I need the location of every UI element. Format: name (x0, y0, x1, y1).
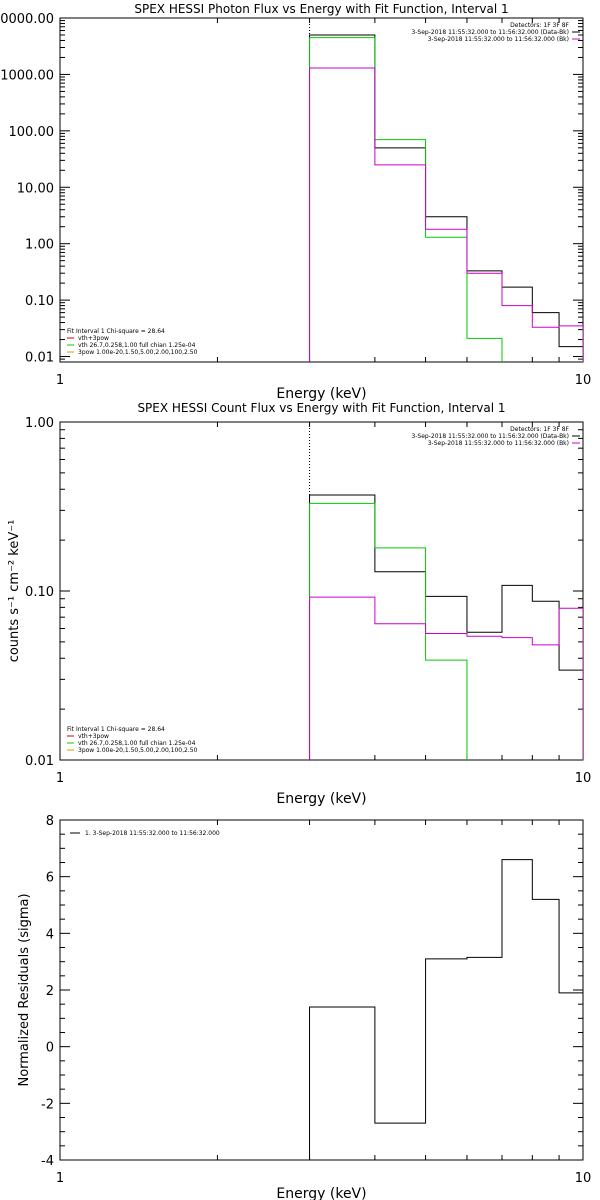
y-tick-label: 8 (46, 814, 54, 829)
legend-entry: Detectors: 1F 3F 8F (510, 426, 569, 433)
y-tick-label: 1.00 (25, 238, 54, 253)
legend-entry: Fit Interval 1 Chi-square = 28.64 (67, 726, 165, 733)
y-tick-label: -4 (41, 1154, 54, 1169)
legend-entry: vth 26.7,0.258,1.00 full chian 1.25e-04 (78, 342, 196, 349)
series-1-step-line (309, 37, 503, 362)
legend-entry: 3-Sep-2018 11:55:32.000 to 11:56:32.000 … (428, 440, 569, 447)
legend-entry: 3-Sep-2018 11:55:32.000 to 11:56:32.000 … (411, 433, 569, 440)
legend-entry: 1. 3-Sep-2018 11:55:32.000 to 11:56:32.0… (85, 830, 220, 837)
y-tick-label: 0.01 (25, 754, 54, 769)
residuals-panel: Energy (keV) Normalized Residuals (sigma)… (17, 814, 591, 1200)
series-0-step-line (309, 859, 583, 1160)
legend-entry: vth+3pow (78, 335, 109, 342)
series-0-step-line (309, 34, 583, 362)
y-tick-label: 6 (46, 871, 54, 886)
series-group (309, 422, 583, 760)
y-tick-label: 1.00 (25, 416, 54, 431)
x-axis-label: Energy (keV) (276, 1186, 366, 1200)
legend-entry: 3pow 1.00e-20,1.50,5.00,2.00,100,2.50 (78, 349, 198, 356)
x-axis-label: Energy (keV) (276, 791, 366, 807)
series-1-step-line (309, 502, 468, 760)
legend-entry: Fit Interval 1 Chi-square = 28.64 (67, 328, 165, 335)
series-0-step-line (309, 494, 583, 760)
plot-frame (59, 819, 584, 1161)
y-tick-label: 1000.00 (0, 68, 54, 83)
y-tick-label: 0.01 (25, 351, 54, 366)
legend-entry: 3-Sep-2018 11:55:32.000 to 11:56:32.000 … (428, 36, 569, 43)
x-tick-label: 1 (56, 373, 64, 388)
x-tick-label: 1 (56, 1171, 64, 1186)
y-tick-label: 2 (46, 984, 54, 999)
x-tick-label: 10 (575, 1171, 592, 1186)
y-tick-label: 4 (46, 927, 54, 942)
y-tick-label: 0.10 (25, 294, 54, 309)
y-tick-label: 0 (46, 1041, 54, 1056)
y-axis-label: counts s⁻¹ cm⁻² keV⁻¹ (7, 520, 22, 663)
legend-entry: 3pow 1.00e-20,1.50,5.00,2.00,100,2.50 (78, 747, 198, 754)
plot-frame (59, 421, 584, 761)
series-2-step-line (309, 596, 583, 760)
x-tick-label: 1 (56, 771, 64, 786)
chart-title: SPEX HESSI Count Flux vs Energy with Fit… (137, 401, 505, 415)
series-2-step-line (309, 67, 583, 362)
x-tick-label: 10 (575, 771, 592, 786)
y-tick-label: -2 (41, 1097, 54, 1112)
y-axis-label: Normalized Residuals (sigma) (17, 893, 32, 1086)
plot-frame (59, 17, 584, 363)
y-tick-label: 0.10 (25, 585, 54, 600)
x-axis-label: Energy (keV) (276, 386, 366, 402)
legend-entry: vth 26.7,0.258,1.00 full chian 1.25e-04 (78, 740, 196, 747)
legend-entry: vth+3pow (78, 733, 109, 740)
series-group (309, 18, 583, 362)
count-flux-panel: SPEX HESSI Count Flux vs Energy with Fit… (7, 401, 591, 807)
legend-entry: 3-Sep-2018 11:55:32.000 to 11:56:32.000 … (411, 29, 569, 36)
chart-title: SPEX HESSI Photon Flux vs Energy with Fi… (134, 2, 508, 16)
photon-flux-panel: SPEX HESSI Photon Flux vs Energy with Fi… (0, 2, 591, 402)
y-tick-label: 10.00 (17, 181, 54, 196)
legend-entry: Detectors: 1F 3F 8F (510, 22, 569, 29)
y-tick-label: 100.00 (9, 125, 55, 140)
series-group (309, 859, 583, 1160)
x-tick-label: 10 (575, 373, 592, 388)
